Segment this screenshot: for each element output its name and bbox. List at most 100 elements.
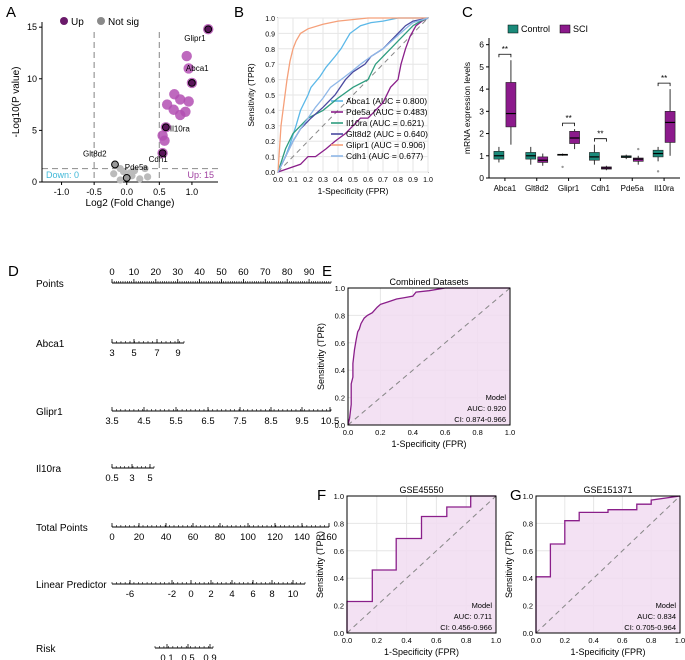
y-tick-label: 2 xyxy=(479,129,484,139)
x-tick-label: 0.6 xyxy=(431,636,441,645)
nomogram-tick-label: 6.5 xyxy=(201,416,214,427)
x-tick-label: 0.4 xyxy=(408,428,418,437)
roc-gse151371: GSE1513710.00.00.20.20.40.40.60.60.80.81… xyxy=(504,485,685,657)
nomogram-tick-label: 40 xyxy=(161,532,172,543)
roc-curve-glipr1 xyxy=(277,17,428,173)
x-tick-label: 0.2 xyxy=(303,177,313,184)
ci-label: CI: 0.456-0.966 xyxy=(440,623,492,632)
nomogram-tick-label: 2 xyxy=(208,589,213,600)
roc-curve xyxy=(535,495,681,633)
x-tick-label: 0.0 xyxy=(531,636,541,645)
x-tick-label: 0.4 xyxy=(401,636,411,645)
notsig-point xyxy=(110,170,118,178)
x-tick-label: 0.4 xyxy=(333,177,343,184)
legend-control-swatch xyxy=(507,24,519,34)
nomogram-tick-label: 10.5 xyxy=(321,416,340,427)
x-tick-label: 0.3 xyxy=(318,177,328,184)
notsig-point xyxy=(119,168,128,176)
labeled-point xyxy=(204,25,213,34)
y-tick-label: 0.2 xyxy=(523,602,533,611)
y-tick-label: 0.8 xyxy=(334,519,344,528)
x-axis-title: 1-Specificity (FPR) xyxy=(391,439,466,449)
x-tick-label: 0.7 xyxy=(378,177,388,184)
ci-label: CI: 0.874-0.966 xyxy=(454,415,506,424)
model-label: Model xyxy=(472,601,493,610)
chart-title: GSE45550 xyxy=(399,485,443,495)
nomogram-tick-label: 0.9 xyxy=(203,653,216,660)
nomogram-tick-label: 0 xyxy=(109,532,114,543)
y-axis-title: Sensitivity (TPR) xyxy=(246,63,256,126)
y-axis-title: Sensitivity (TPR) xyxy=(316,323,326,390)
x-tick-label: 1.0 xyxy=(675,636,685,645)
nomogram-tick-label: -2 xyxy=(168,589,176,600)
nomogram-tick-label: 0.5 xyxy=(105,473,118,484)
significance-bracket xyxy=(594,138,607,142)
y-tick-label: 1 xyxy=(479,151,484,161)
panel-label-e: E xyxy=(322,263,332,280)
legend-up-swatch xyxy=(60,17,68,25)
nomogram-tick-label: 90 xyxy=(304,267,315,278)
nomogram-tick-label: 6 xyxy=(250,589,255,600)
y-tick-label: 0.6 xyxy=(523,547,533,556)
x-tick-label: 0.2 xyxy=(560,636,570,645)
panel-label-c: C xyxy=(462,4,473,21)
labeled-point xyxy=(161,123,170,132)
y-tick-label: 10 xyxy=(27,74,37,84)
nomogram-row-label: Abca1 xyxy=(36,339,65,350)
nomogram-tick-label: 3 xyxy=(129,473,134,484)
roc-curve-il10ra xyxy=(277,17,429,173)
gene-label: Il10ra xyxy=(170,124,191,133)
up-point xyxy=(174,94,186,105)
nomogram-tick-label: 80 xyxy=(282,267,293,278)
y-tick-label: 6 xyxy=(479,40,484,50)
roc-gse45550: GSE45550 0.00.0 0.2 0.2 0.4 0.4 0.6 0.6 0.8 0.8 1.… xyxy=(315,485,501,657)
y-tick-label: 0 xyxy=(479,173,484,183)
plot-border xyxy=(346,495,497,634)
y-tick-label: 1.0 xyxy=(334,492,344,501)
x-axis-title: 1-Specificity (FPR) xyxy=(318,186,389,196)
nomogram-tick-label: 140 xyxy=(294,532,310,543)
y-tick-label: 5 xyxy=(32,125,37,135)
y-tick-label: 1.0 xyxy=(335,284,345,293)
x-axis-title: 1-Specificity (FPR) xyxy=(570,647,645,657)
nomogram-tick-label: 0.5 xyxy=(181,653,194,660)
y-tick-label: 0.4 xyxy=(523,574,533,583)
x-tick-label: -0.5 xyxy=(86,187,102,197)
nomogram-tick-label: 5 xyxy=(147,473,152,484)
nomogram-tick-label: 20 xyxy=(151,267,162,278)
nomogram-tick-label: 50 xyxy=(216,267,227,278)
significance-bracket xyxy=(562,122,575,127)
plot-border xyxy=(347,287,511,426)
diagonal-reference xyxy=(346,495,497,634)
nomogram-tick-label: 5 xyxy=(131,348,136,359)
x-tick-label: 0.0 xyxy=(343,428,353,437)
legend-sci-label: SCI xyxy=(573,24,588,34)
x-tick-label: Il10ra xyxy=(654,184,675,193)
nomogram-tick-label: 3.5 xyxy=(105,416,118,427)
x-axis-title: Log2 (Fold Change) xyxy=(86,198,175,209)
y-tick-label: 0.8 xyxy=(335,311,345,320)
nomogram-tick-label: 8 xyxy=(269,589,274,600)
x-tick-label: Glipr1 xyxy=(558,184,580,193)
gene-label: Glipr1 xyxy=(184,34,206,43)
y-tick-label: 0.2 xyxy=(335,394,345,403)
x-tick-label: Glt8d2 xyxy=(525,184,549,193)
sci-il10ra-box xyxy=(664,111,676,143)
down-count-label: Down: 0 xyxy=(46,170,79,180)
y-tick-label: 15 xyxy=(27,22,37,32)
y-tick-label: 1.0 xyxy=(523,492,533,501)
legend-label: Glt8d2 (AUC = 0.640) xyxy=(346,129,428,139)
x-tick-label: 0.9 xyxy=(408,177,418,184)
x-axis-title: 1-Specificity (FPR) xyxy=(384,647,459,657)
roc-curve xyxy=(347,287,510,426)
nomogram-tick-label: 3 xyxy=(109,348,114,359)
x-tick-label: 0.1 xyxy=(288,177,298,184)
legend-notsig-swatch xyxy=(97,17,105,25)
up-point xyxy=(183,96,194,107)
auc-label: AUC: 0.834 xyxy=(637,612,676,621)
legend-label: Abca1 (AUC = 0.800) xyxy=(346,96,427,106)
nomogram-row-label: Glipr1 xyxy=(36,407,63,418)
nomogram-row-label: Il10ra xyxy=(36,464,61,475)
labeled-point xyxy=(158,149,167,157)
